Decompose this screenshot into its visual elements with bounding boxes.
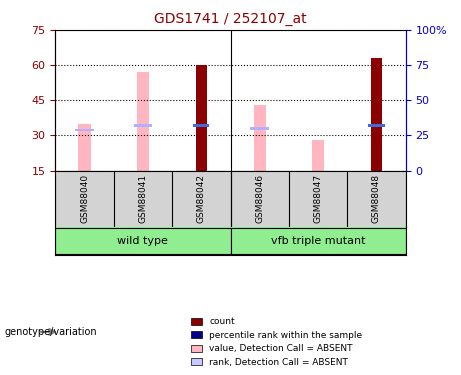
Legend: count, percentile rank within the sample, value, Detection Call = ABSENT, rank, : count, percentile rank within the sample…	[188, 314, 366, 370]
Text: GSM88048: GSM88048	[372, 174, 381, 223]
Text: GSM88042: GSM88042	[197, 174, 206, 223]
FancyBboxPatch shape	[55, 228, 230, 254]
Bar	[371, 58, 382, 171]
Bar	[134, 124, 152, 127]
Text: GSM88041: GSM88041	[138, 174, 148, 223]
FancyBboxPatch shape	[230, 228, 406, 254]
Text: GSM88047: GSM88047	[313, 174, 323, 223]
Text: genotype/variation: genotype/variation	[5, 327, 97, 337]
Text: GSM88046: GSM88046	[255, 174, 264, 223]
Bar	[312, 140, 324, 171]
Bar	[250, 127, 269, 130]
Bar	[254, 105, 266, 171]
Bar	[75, 129, 94, 131]
Bar	[368, 124, 384, 127]
Bar	[193, 124, 209, 127]
Bar	[137, 72, 149, 171]
Title: GDS1741 / 252107_at: GDS1741 / 252107_at	[154, 12, 307, 26]
Text: wild type: wild type	[118, 236, 168, 246]
Bar	[78, 124, 91, 171]
Bar	[195, 65, 207, 171]
Text: vfb triple mutant: vfb triple mutant	[271, 236, 365, 246]
Text: GSM88040: GSM88040	[80, 174, 89, 223]
